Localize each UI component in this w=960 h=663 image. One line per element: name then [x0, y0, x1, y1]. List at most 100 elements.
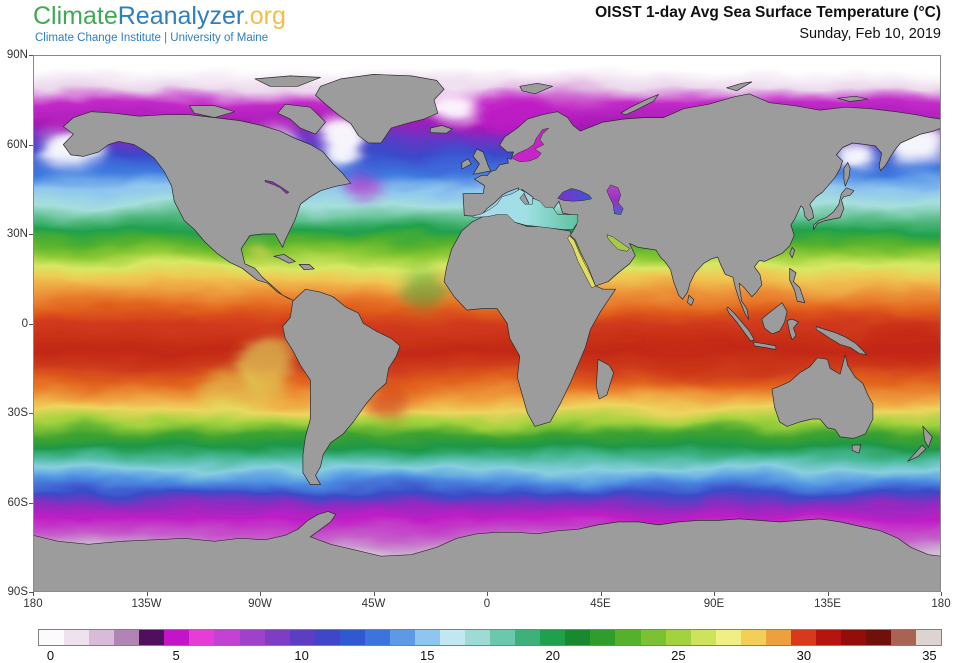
landmass-new-guinea	[815, 326, 867, 356]
site-logo-text[interactable]: ClimateReanalyzer.org	[33, 2, 286, 31]
landmass-ireland	[461, 158, 472, 170]
sst-patch-east-atlantic-green	[401, 266, 447, 309]
lat-tick-60N	[29, 144, 33, 146]
colorbar-label-15: 15	[419, 648, 435, 663]
map-date: Sunday, Feb 10, 2019	[799, 26, 941, 42]
lon-tick-1-135W	[146, 592, 148, 596]
colorbar-swatch-24	[640, 630, 666, 645]
lon-label-2-90W: 90W	[248, 598, 272, 610]
sea-red-sea	[567, 235, 596, 289]
lat-label-0: 0	[21, 317, 28, 330]
logo-reanalyzer: Reanalyzer	[117, 2, 243, 30]
lat-label-30N: 30N	[6, 228, 28, 240]
lat-label-30S: 30S	[7, 407, 28, 419]
landmass-hispaniola	[298, 264, 315, 271]
lon-label-5-45E: 45E	[590, 598, 611, 610]
lon-label-6-90E: 90E	[703, 598, 725, 610]
colorbar-swatch-22	[590, 630, 616, 645]
colorbar-swatch-0	[39, 630, 65, 645]
landmass-sulawesi	[786, 318, 799, 341]
sea-caspian-sea	[606, 184, 624, 215]
landmass-south-america	[282, 288, 401, 485]
colorbar-swatch-35	[916, 630, 942, 645]
colorbar-swatch-5	[164, 630, 190, 645]
colorbar-label-35: 35	[922, 648, 937, 663]
sst-patch-gulf-mexico-warm	[244, 240, 271, 258]
landmass-ellesmere-island	[254, 75, 321, 87]
sst-patch-south-atlantic-warm	[371, 383, 412, 419]
landmass-eurasia	[462, 93, 941, 320]
lon-tick-8-180	[941, 592, 942, 596]
colorbar-swatch-25	[665, 630, 691, 645]
landmass-taiwan	[789, 247, 796, 259]
landmass-japan	[813, 187, 855, 230]
lat-tick-90S	[29, 592, 33, 593]
landmass-sumatra	[726, 306, 755, 342]
colorbar-label-10: 10	[294, 648, 309, 663]
lon-label-1-135W: 135W	[131, 598, 162, 610]
lon-tick-0-180	[33, 592, 34, 596]
landmass-tasmania	[851, 444, 862, 454]
sst-patch-newfoundland-cold	[345, 174, 382, 199]
landmass-antarctica	[33, 511, 941, 592]
colorbar-swatch-12	[339, 630, 365, 645]
lon-tick-5-45E	[600, 592, 602, 596]
colorbar-swatch-21	[565, 630, 591, 645]
colorbar-swatch-19	[515, 630, 541, 645]
colorbar-swatch-23	[615, 630, 641, 645]
lon-label-3-45W: 45W	[361, 598, 386, 610]
landmass-north-america	[62, 111, 352, 301]
sea-black-sea	[557, 188, 593, 202]
lon-tick-6-90E	[714, 592, 715, 596]
colorbar-swatch-3	[114, 630, 140, 645]
colorbar-swatch-14	[389, 630, 415, 645]
landmass-iceland	[429, 125, 453, 134]
landmass-new-zealand-south	[907, 444, 927, 462]
colorbar-swatch-10	[289, 630, 315, 645]
lat-tick-90N	[29, 55, 33, 56]
colorbar-swatch-6	[189, 630, 215, 645]
landmass-great-britain	[472, 148, 492, 175]
sst-patch-se-pacific-cool	[196, 371, 263, 419]
site-logo[interactable]: ClimateReanalyzer.org Climate Change Ins…	[33, 2, 286, 44]
colorbar-swatch-29	[765, 630, 791, 645]
colorbar-swatch-28	[740, 630, 766, 645]
lat-label-60S: 60S	[7, 496, 28, 509]
lon-tick-2-90W	[260, 592, 261, 596]
landmass-new-siberian-islands	[837, 95, 869, 102]
lon-tick-3-45W	[373, 592, 375, 596]
colorbar-swatch-2	[89, 630, 115, 645]
sst-patch-greenland-sea-ice	[426, 90, 477, 121]
colorbar-swatch-27	[715, 630, 741, 645]
sea-mediterranean-sea	[472, 189, 579, 230]
sea-persian-gulf	[606, 234, 630, 252]
lon-label-8-180: 180	[931, 598, 951, 610]
sst-world-map	[33, 55, 941, 592]
colorbar-swatch-18	[490, 630, 516, 645]
landmass-novaya-zemlya	[620, 94, 659, 116]
landmass-philippines	[789, 267, 806, 303]
colorbar-label-20: 20	[545, 648, 560, 663]
lon-label-7-135E: 135E	[814, 598, 841, 610]
sea-great-lakes	[264, 179, 290, 195]
colorbar-swatch-8	[239, 630, 265, 645]
colorbar-swatch-16	[440, 630, 466, 645]
colorbar-swatch-20	[540, 630, 566, 645]
landmass-svalbard	[519, 82, 553, 95]
landmass-baffin-island	[277, 103, 326, 135]
landmass-madagascar	[595, 358, 614, 400]
lat-label-60N: 60N	[6, 138, 28, 151]
colorbar-swatch-17	[465, 630, 491, 645]
colorbar-swatch-15	[414, 630, 440, 645]
colorbar-label-5: 5	[172, 648, 180, 663]
landmasses	[33, 74, 941, 592]
colorbar-swatch-34	[891, 630, 917, 645]
lat-tick-30N	[29, 234, 33, 235]
sst-patch-west-pacific-warm-pool	[857, 317, 941, 378]
landmass-sakhalin	[843, 162, 851, 187]
sea-baltic-sea	[510, 127, 550, 163]
colorbar-swatch-26	[690, 630, 716, 645]
map-border	[33, 55, 941, 592]
marginal-seas	[264, 127, 630, 289]
